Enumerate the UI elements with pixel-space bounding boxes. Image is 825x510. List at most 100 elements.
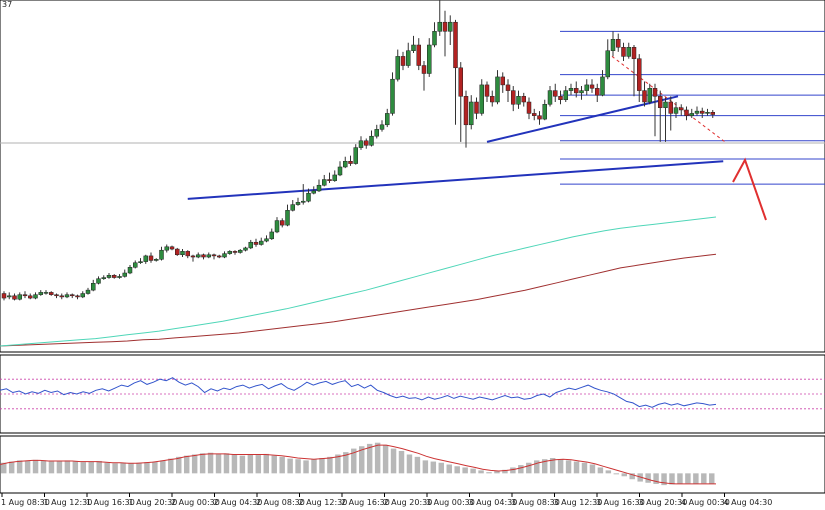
candle-body [274,220,280,233]
candle-body [668,101,673,114]
macd-bar [462,467,468,474]
macd-bar [518,465,524,474]
macd-bar [661,473,667,486]
candle-body [196,254,201,258]
candle-body [547,90,553,105]
macd-bar [565,460,572,474]
macd-bar [183,455,190,474]
candle-body [306,192,311,202]
candle-body [301,200,306,203]
macd-panel [0,442,716,486]
macd-bar [382,445,389,474]
candle-body [500,76,505,86]
trendline-lower [187,160,724,200]
candle-body [574,88,579,94]
candle-body [101,277,106,279]
candle-body [416,44,421,66]
macd-bar [406,454,413,474]
macd-bar [685,473,691,484]
candle-body [673,107,679,114]
x-tick-label: 3 Aug 00:30 [426,498,475,507]
macd-bar [677,473,683,484]
panel-borders [0,0,825,494]
candle-body [621,47,626,57]
candle-body [175,248,180,256]
macd-bar [279,456,285,474]
macd-bar [120,462,126,474]
macd-bar [96,460,102,474]
candle-body [595,88,600,96]
candle-body [400,56,406,66]
candle-body [337,166,343,176]
macd-bar [56,460,63,474]
candle-body [553,90,558,97]
macd-bar [335,454,341,474]
macd-bar [16,460,23,474]
symbol-fragment: 37 [2,0,12,9]
macd-bar [597,467,604,474]
x-tick-label: 3 Aug 12:30 [554,498,603,507]
macd-bar [502,469,508,474]
macd-bar [1,462,7,474]
candle-body [348,161,353,164]
candle-body [463,96,469,126]
ma-fast-line [0,216,717,347]
candle-body [133,262,138,268]
candle-body [469,101,474,126]
macd-bar [645,473,651,483]
candle-body [568,88,574,91]
macd-bar [136,462,142,474]
x-tick-label: 2 Aug 20:30 [384,498,433,507]
macd-bar [366,443,373,474]
macd-bar [669,473,675,485]
macd-bar [390,448,397,474]
macd-bar [613,473,620,475]
candle-body [295,202,301,205]
candle-body [75,295,80,298]
rsi-line [0,377,717,408]
macd-bar [374,442,381,474]
candle-body [217,255,222,258]
candle-body [700,110,705,114]
macd-bar [581,462,588,474]
candle-body [248,241,253,249]
macd-bar [88,461,94,474]
x-tick-label: 4 Aug 00:30 [681,498,730,507]
candle-body [647,88,652,103]
candle-body [679,107,684,111]
macd-bar [48,461,55,474]
candle-body [70,294,75,297]
candle-body [17,294,22,300]
candle-body [243,247,248,251]
candle-body [127,267,133,274]
macd-bar [32,459,39,474]
macd-bar [327,456,333,474]
candle-body [495,76,500,103]
rsi-panel [0,377,825,410]
candle-body [280,220,285,226]
candle-body [442,21,448,32]
candle-body [322,179,327,186]
candle-body [49,292,54,295]
candle-body [28,295,33,299]
price-panel [0,0,825,347]
macd-bar [422,460,429,474]
candle-body [689,113,694,116]
macd-bar [573,461,580,474]
macd-bar [359,446,365,474]
macd-bar [80,462,87,474]
macd-bar [8,461,15,474]
macd-bar [295,459,301,474]
trendline-upper [486,95,679,143]
x-tick-label: 3 Aug 16:30 [596,498,645,507]
macd-bar [287,458,293,474]
candle-body [222,253,227,258]
macd-bar [144,462,150,474]
candle-body [369,135,374,146]
x-tick-label: 1 Aug 16:30 [86,498,135,507]
ma-slow-line [0,253,717,347]
candle-body [479,84,484,114]
candle-body [453,21,458,69]
candle-body [185,251,190,257]
